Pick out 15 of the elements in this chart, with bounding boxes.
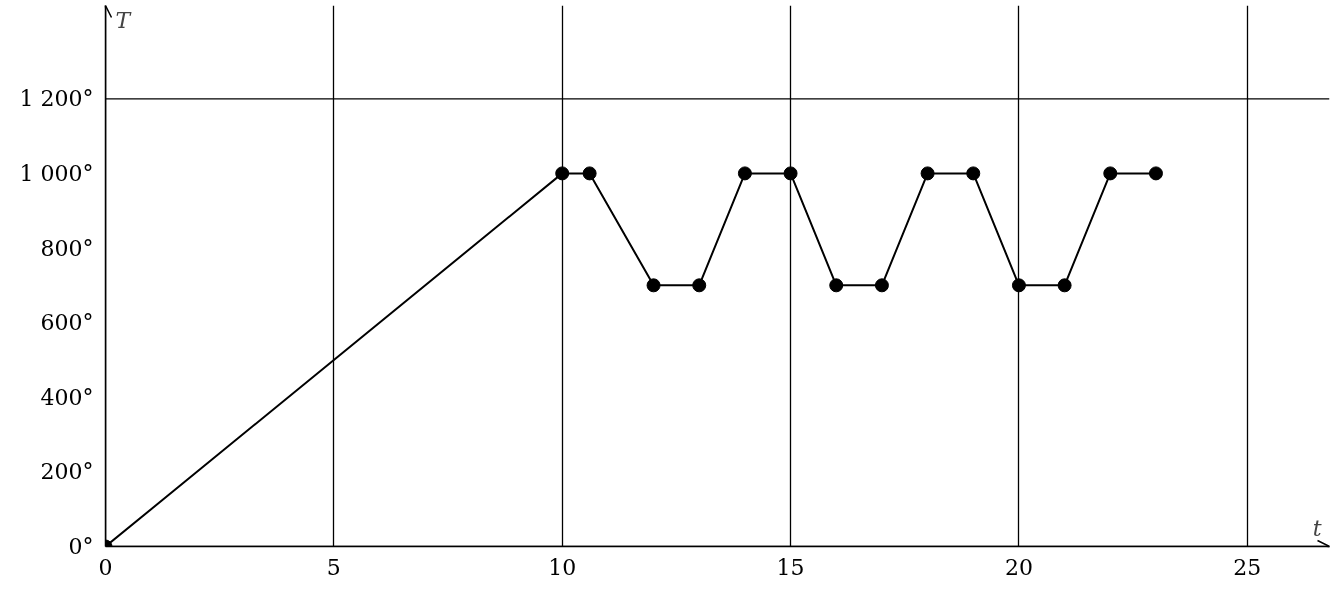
x-tick-label: 10 bbox=[548, 554, 577, 580]
x-axis-title: t bbox=[1312, 515, 1322, 541]
y-tick-label: 1 000° bbox=[19, 160, 94, 186]
y-tick-label: 800° bbox=[40, 235, 94, 261]
y-tick-label: 200° bbox=[40, 459, 94, 485]
y-axis-title: T bbox=[115, 7, 133, 33]
x-tick-label: 15 bbox=[776, 554, 805, 580]
x-tick-label: 0 bbox=[98, 554, 113, 580]
x-tick-label: 25 bbox=[1233, 554, 1262, 580]
y-tick-label: 400° bbox=[40, 384, 94, 410]
y-tick-label: 600° bbox=[40, 310, 94, 336]
x-tick-label: 20 bbox=[1004, 554, 1033, 580]
y-tick-label: 1 200° bbox=[19, 86, 94, 112]
y-tick-label: 0° bbox=[68, 534, 94, 559]
x-tick-label: 5 bbox=[326, 554, 341, 580]
